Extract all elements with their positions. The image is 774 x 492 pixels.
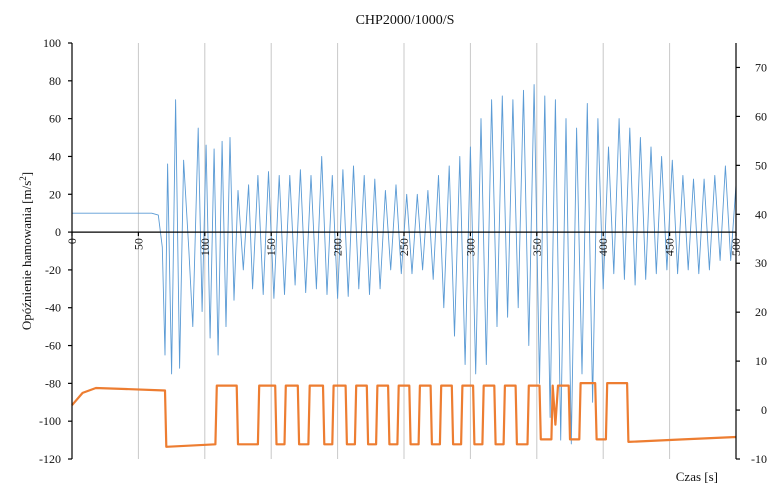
y-axis-label-superscript: 2 <box>18 176 28 181</box>
x-tick-label: 250 <box>397 238 411 256</box>
y-tick-label: 40 <box>49 149 61 163</box>
x-tick-label: 150 <box>264 238 278 256</box>
series-layer <box>71 84 737 448</box>
x-tick-label: 350 <box>530 238 544 256</box>
y-axis-label-main: Opóźnienie hamowania [m/s <box>19 181 34 330</box>
y2-tick-label: -10 <box>751 452 767 466</box>
y-tick-label: -120 <box>39 452 61 466</box>
axes <box>68 42 740 460</box>
y2-tick-label: 70 <box>755 60 767 74</box>
y-axis-label-suffix: ] <box>19 172 34 176</box>
y-tick-label: -100 <box>39 414 61 428</box>
series-line-1 <box>72 84 737 445</box>
x-axis-label: Czas [s] <box>676 469 718 484</box>
y2-tick-label: 0 <box>761 403 767 417</box>
x-tick-label: 300 <box>463 238 477 256</box>
x-tick-label: 0 <box>65 238 79 244</box>
y-tick-label: 100 <box>43 36 61 50</box>
y2-tick-label: 50 <box>755 158 767 172</box>
x-tick-label: 500 <box>729 238 743 256</box>
y-tick-label: 80 <box>49 74 61 88</box>
x-tick-label: 450 <box>663 238 677 256</box>
tick-labels: -120-100-80-60-40-20020406080100-1001020… <box>39 36 767 466</box>
grid-lines <box>137 43 671 459</box>
y-tick-label: -20 <box>45 263 61 277</box>
x-tick-label: 50 <box>131 238 145 250</box>
y-tick-label: 0 <box>55 225 61 239</box>
x-tick-label: 400 <box>596 238 610 256</box>
y-tick-label: 20 <box>49 187 61 201</box>
y2-tick-label: 60 <box>755 109 767 123</box>
y-tick-label: 60 <box>49 112 61 126</box>
x-tick-label: 100 <box>198 238 212 256</box>
y2-tick-label: 20 <box>755 305 767 319</box>
series-line-2 <box>71 382 737 448</box>
y2-tick-label: 40 <box>755 207 767 221</box>
y-tick-label: -60 <box>45 339 61 353</box>
x-tick-label: 200 <box>331 238 345 256</box>
chart-title: CHP2000/1000/S <box>356 13 455 28</box>
y2-tick-label: 30 <box>755 256 767 270</box>
y-tick-label: -40 <box>45 301 61 315</box>
y-axis-label: Opóźnienie hamowania [m/s2] <box>18 172 34 330</box>
y2-tick-label: 10 <box>755 354 767 368</box>
y-tick-label: -80 <box>45 376 61 390</box>
